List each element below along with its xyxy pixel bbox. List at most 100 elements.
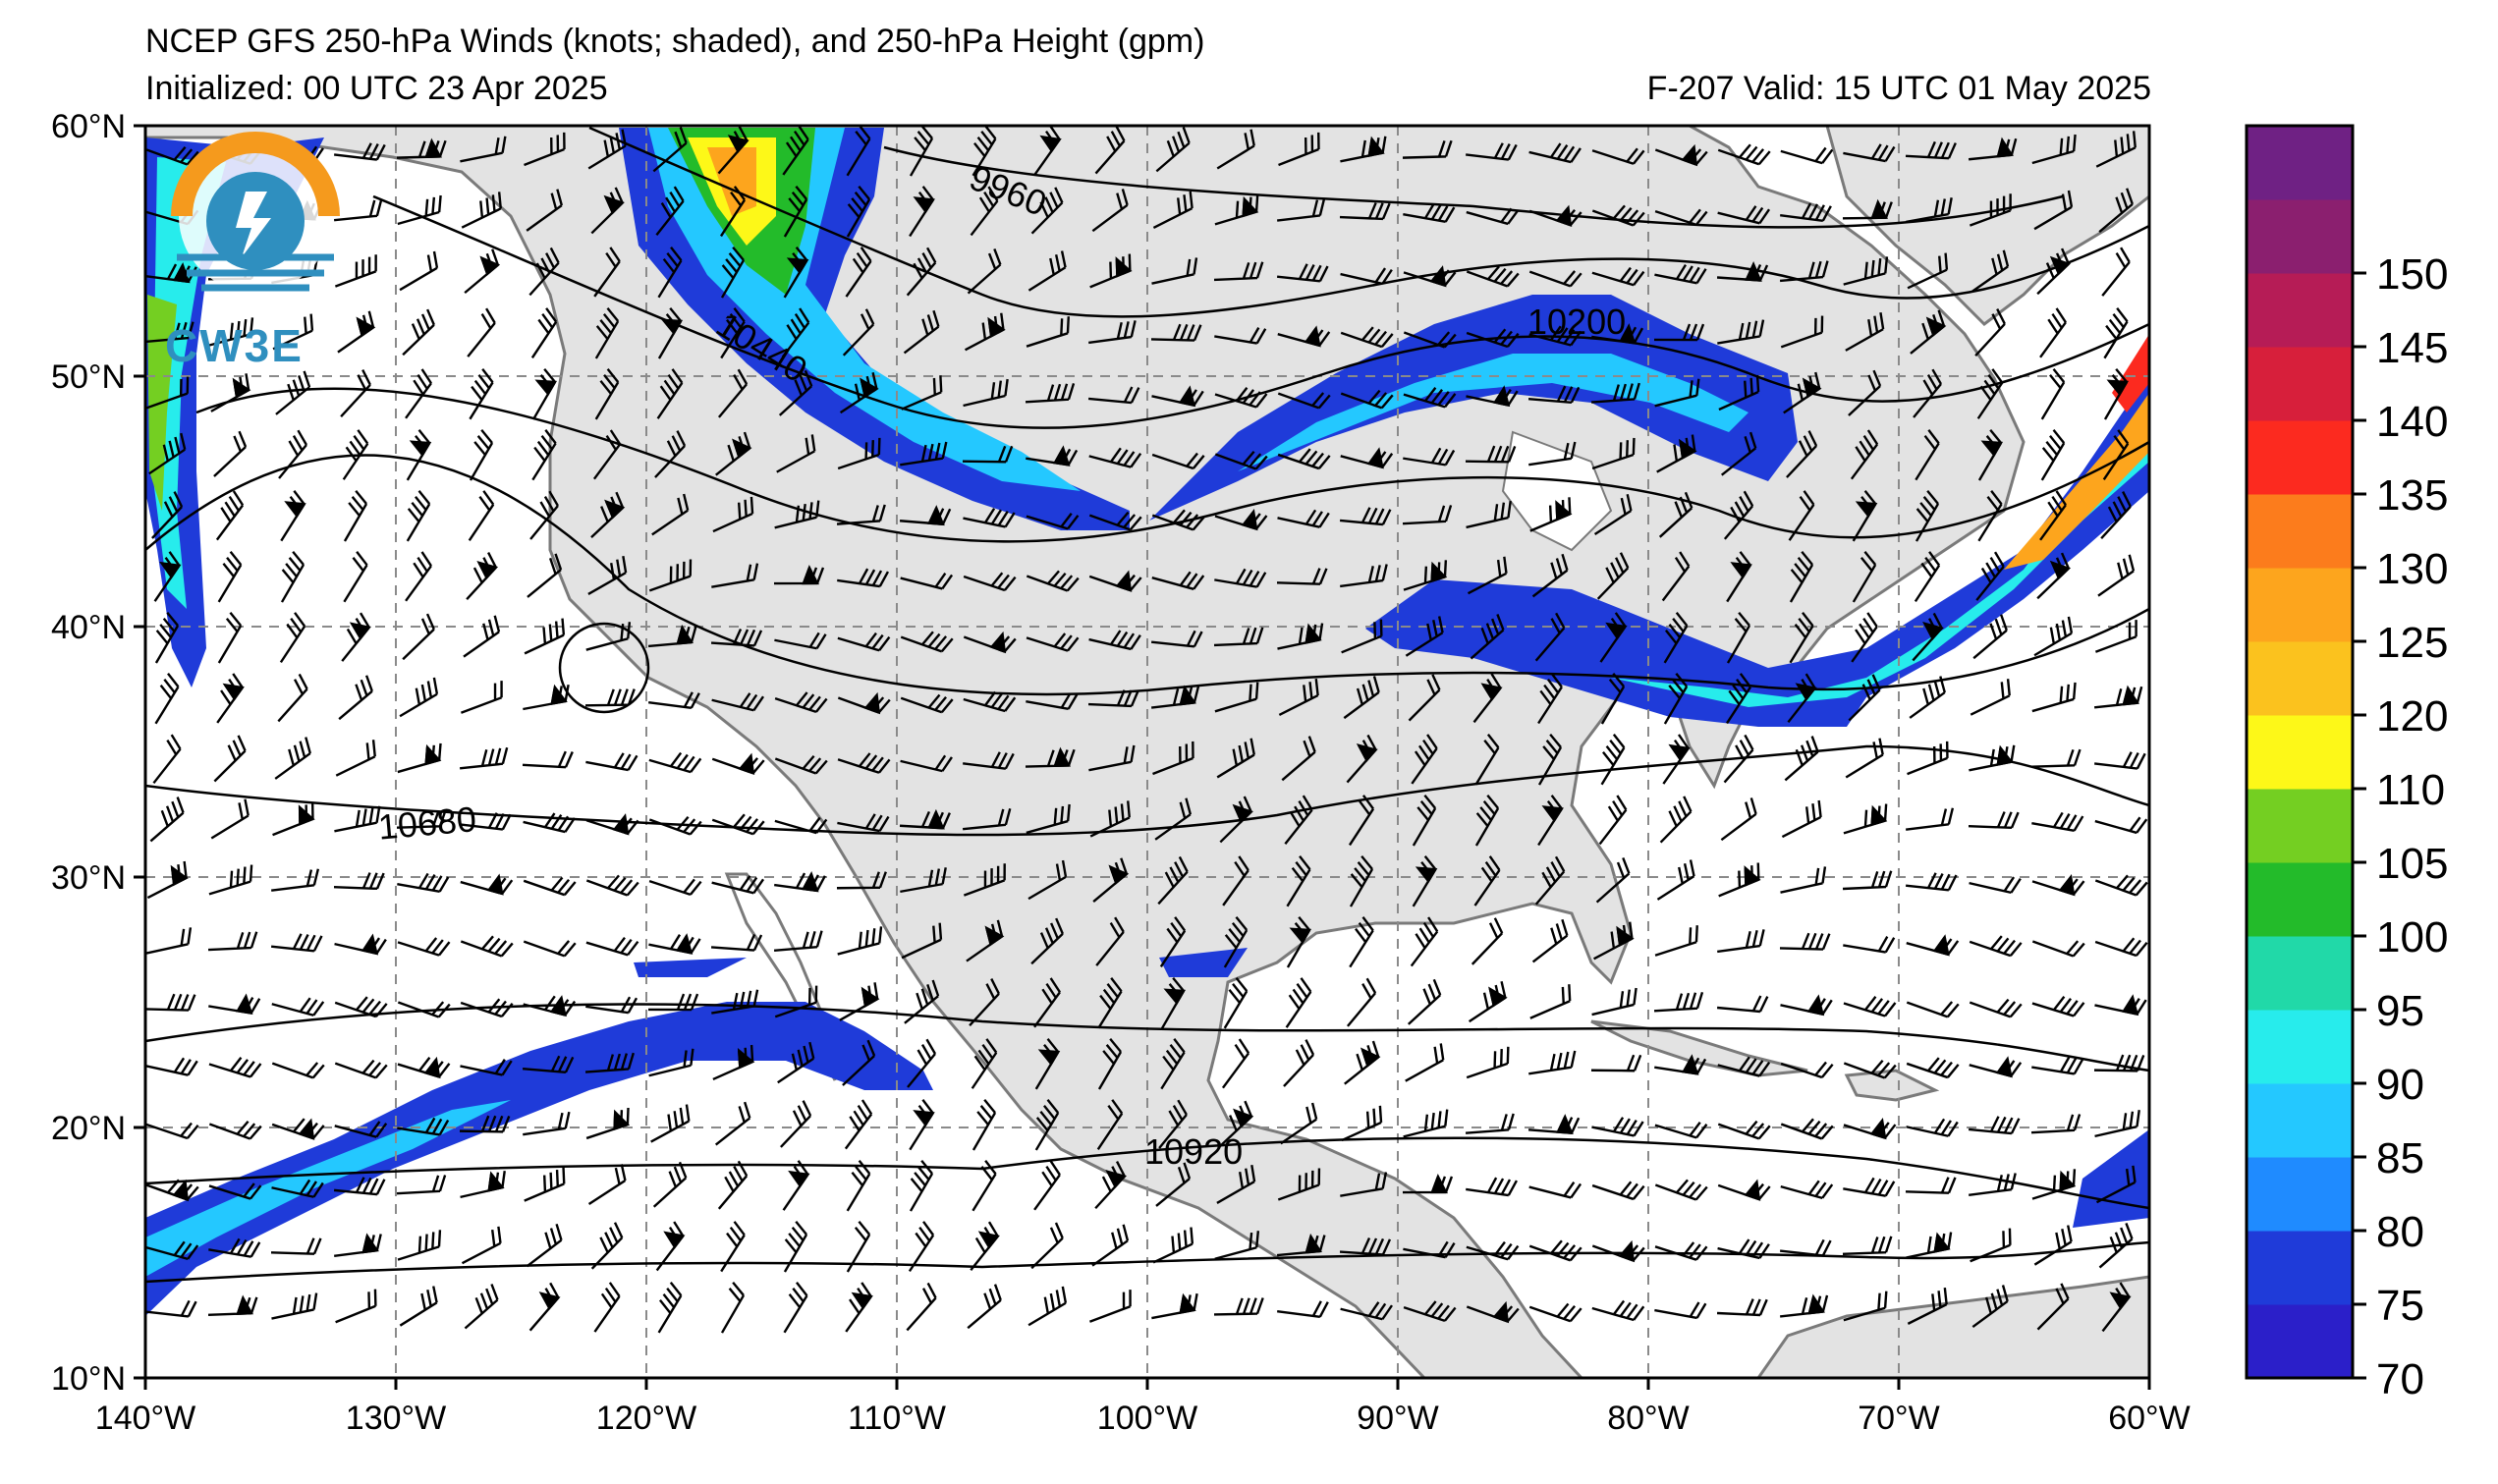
wind-barb [208,993,261,1016]
wind-barb [593,247,621,298]
wind-barb [523,1111,571,1136]
wind-barb [145,1179,199,1202]
wind-barb [2102,429,2130,480]
wind-barb [217,551,243,603]
wind-barb [337,310,376,354]
wind-barb [650,1104,691,1143]
wind-barb [1852,490,1878,542]
wind-barb [962,445,1014,464]
wind-barb [1528,441,1577,467]
wind-barb [837,691,891,715]
wind-barb [1213,627,1264,647]
wind-barb [1780,994,1833,1017]
wind-barb [1346,734,1378,784]
wind-barb [836,871,887,890]
wind-barb [1151,1292,1198,1320]
wind-barb [900,441,948,467]
wind-barb [402,613,435,661]
wind-barb [1277,325,1331,348]
wind-barb [1214,682,1259,713]
wind-barb [783,247,809,299]
wind-barb [903,309,940,355]
wind-barb [585,622,632,651]
wind-barb [846,126,871,177]
wind-barb [1528,270,1582,288]
wind-barb [909,186,935,238]
wind-barb [1154,797,1193,841]
wind-barb [711,813,765,836]
lat-label-10: 10°N [51,1360,126,1398]
wind-barb [459,746,509,770]
wind-barb [1468,980,1508,1023]
wind-barb [904,979,940,1024]
wind-barb [963,690,1017,713]
wind-barb [1030,917,1064,965]
wind-barb [272,801,315,837]
wind-barb [1340,1172,1388,1197]
wind-barb [1654,143,1708,167]
wind-barb [524,132,566,167]
wind-barb [1780,1293,1829,1318]
wind-barb [1222,855,1249,907]
wind-barb [1027,1286,1068,1327]
colorbar-swatch [2247,1010,2353,1084]
wind-barb [210,373,251,412]
wind-barb [334,1059,388,1079]
wind-barb [648,559,693,592]
wind-barb [153,551,182,602]
wind-barb [1789,550,1814,603]
wind-barb [1096,1099,1124,1150]
wind-barb [1534,855,1566,906]
wind-barb [1466,385,1519,408]
wind-barb [1214,450,1268,470]
wind-barb [2094,816,2148,835]
wind-barb [343,489,368,542]
colorbar-swatch [2247,1083,2353,1158]
wind-barb [271,1292,318,1320]
wind-barb [587,1164,627,1205]
lat-label-40: 40°N [51,609,126,646]
wind-barb [1595,856,1631,904]
wind-barb [717,1160,749,1210]
wind-barb [1403,447,1456,467]
wind-barb [1851,612,1878,663]
wind-barb [333,198,383,222]
wind-barb [399,677,439,718]
wind-barb [1661,551,1691,602]
wind-barb [1653,991,1704,1013]
wind-barb [1590,382,1640,404]
wind-barb [715,431,752,476]
wind-barb [1717,319,1765,345]
colorbar-swatch [2247,347,2353,421]
wind-barb [1341,1105,1383,1142]
wind-barb [1968,137,2018,161]
wind-barb [1160,976,1187,1029]
wind-barb [1348,795,1375,847]
wind-barb [151,491,184,539]
colorbar-label: 105 [2376,840,2448,888]
wind-barb [907,1038,937,1088]
map-title: NCEP GFS 250-hPa Winds (knots; shaded), … [145,23,1205,60]
wind-shading [145,128,2149,1316]
wind-barb [1346,977,1377,1027]
wind-barb [594,368,620,420]
wind-barb [590,491,626,538]
wind-barb [1276,1233,1326,1257]
wind-barb [783,1282,808,1334]
wind-barb [1907,252,1949,290]
wind-barb [2033,190,2074,231]
wind-barb [971,126,997,177]
wind-barb [1150,630,1203,648]
wind-barb [1975,551,2005,601]
lat-label-60: 60°N [51,108,126,145]
wind-barb [341,612,371,662]
wind-barb [970,1221,1000,1271]
wind-barb [2039,490,2067,541]
wind-barb [966,919,1005,962]
wind-barb [1718,862,1761,898]
wind-barb [906,247,937,297]
wind-barb [145,1299,197,1318]
wind-barb [1088,744,1136,772]
wind-barb [1088,630,1141,651]
